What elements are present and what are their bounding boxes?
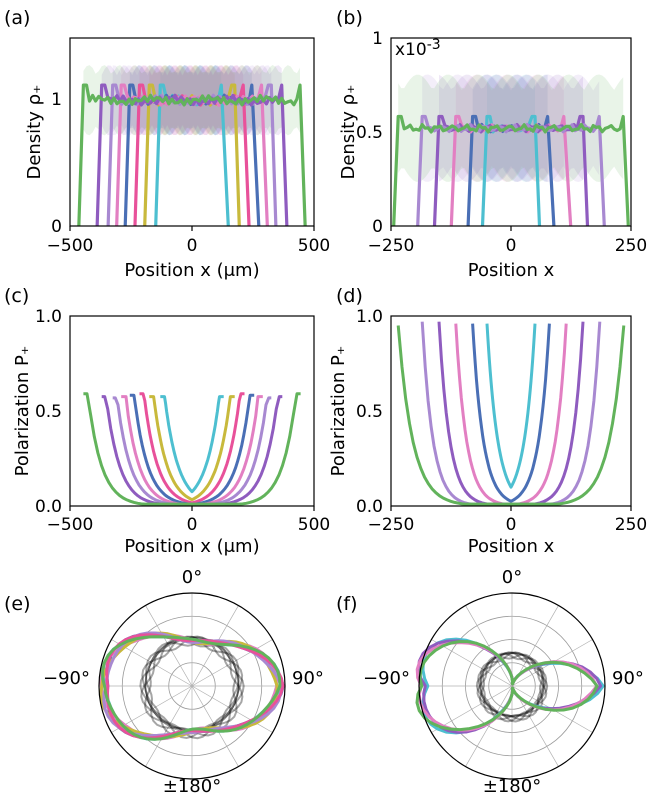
polar-grid-spoke-f-330 xyxy=(465,605,513,687)
series-line-b-5 xyxy=(392,114,630,227)
angle-label-f-right: 90° xyxy=(612,668,644,689)
y-axis-label-d: Polarization P₊ xyxy=(328,346,349,477)
polar-grid-spoke-e-30 xyxy=(191,605,239,687)
series-line-d-3 xyxy=(437,321,585,506)
panel-f: (f) 0° 90° −90° ±180° xyxy=(336,567,644,797)
x-tick-c-0: −500 xyxy=(47,515,94,535)
scale-exponent-b: -3 xyxy=(427,37,441,53)
angle-label-f-left: −90° xyxy=(363,668,410,689)
panel-label-d: (d) xyxy=(336,285,363,307)
series-line-d-4 xyxy=(420,321,602,506)
panel-c: (c) −500 0 500 0.0 0.5 1.0 Position x (μ… xyxy=(4,285,330,557)
polar-frame-e xyxy=(98,592,286,780)
panel-label-e: (e) xyxy=(4,593,31,615)
series-line-d-2 xyxy=(454,323,568,506)
angle-label-e-right: 90° xyxy=(292,668,324,689)
x-tick-c-1: 0 xyxy=(187,515,198,535)
panel-a: (a) −500 0 500 0 1 Position x (μm) Densi… xyxy=(4,7,330,281)
x-axis-label-c: Position x (μm) xyxy=(124,536,259,557)
y-axis-label-c: Polarization P₊ xyxy=(12,346,33,477)
scale-base-b: x10 xyxy=(395,40,427,60)
axes-frame-c xyxy=(69,315,315,507)
x-tick-d-0: −250 xyxy=(368,515,415,535)
x-axis-label-b: Position x xyxy=(468,260,555,281)
angle-label-e-left: −90° xyxy=(43,668,90,689)
plot-area-c xyxy=(69,392,315,511)
axes-frame-d xyxy=(390,315,632,507)
y-tick-c-0: 0.0 xyxy=(35,497,62,517)
plot-area-b xyxy=(390,74,632,231)
plot-area-d xyxy=(390,321,632,511)
polar-grid-spoke-f-210 xyxy=(465,685,513,767)
panel-d: (d) −250 0 250 0.0 0.5 1.0 Position x Po… xyxy=(328,285,647,557)
panel-label-a: (a) xyxy=(4,7,30,29)
gray-distribution-f-5 xyxy=(479,653,544,718)
x-axis-label-d: Position x xyxy=(468,536,555,557)
x-tick-a-1: 0 xyxy=(187,236,198,256)
panel-label-f: (f) xyxy=(336,593,358,615)
y-axis-label-a: Density ρ₊ xyxy=(24,84,45,179)
polar-series-f-3 xyxy=(415,640,599,732)
gray-distribution-f-3 xyxy=(476,651,545,721)
polar-grid-spoke-e-210 xyxy=(145,685,193,767)
polar-frame-f xyxy=(418,592,606,780)
x-tick-c-2: 500 xyxy=(298,515,330,535)
polar-plot-f xyxy=(415,592,606,780)
polar-grid-spoke-f-240 xyxy=(431,685,513,733)
x-tick-a-0: −500 xyxy=(47,236,94,256)
gray-distribution-f-4 xyxy=(479,652,545,718)
y-tick-d-1: 0.5 xyxy=(356,402,383,422)
polar-grid-spoke-e-60 xyxy=(191,639,273,687)
panel-b: (b) x10-3 −250 0 250 0 0.5 1 Position x … xyxy=(336,7,647,281)
y-tick-a-1: 1 xyxy=(51,90,62,110)
angle-label-f-bottom: ±180° xyxy=(483,776,541,797)
x-axis-label-a: Position x (μm) xyxy=(124,260,259,281)
y-tick-a-0: 0 xyxy=(51,217,62,237)
plot-area-a xyxy=(69,65,315,231)
x-tick-a-2: 500 xyxy=(298,236,330,256)
y-tick-d-2: 1.0 xyxy=(356,307,383,327)
polar-grid-spoke-e-330 xyxy=(145,605,193,687)
gray-distribution-f-2 xyxy=(475,651,548,723)
gray-distribution-f-1 xyxy=(477,651,549,723)
y-tick-b-0: 0 xyxy=(372,217,383,237)
angle-label-f-top: 0° xyxy=(502,567,522,588)
y-tick-b-1: 0.5 xyxy=(356,123,383,143)
polar-grid-spoke-f-300 xyxy=(431,639,513,687)
series-line-d-5 xyxy=(396,325,626,506)
polar-grid-spoke-e-150 xyxy=(191,685,239,767)
gray-distribution-f-0 xyxy=(479,651,548,721)
axes-frame-a xyxy=(69,37,315,227)
x-tick-d-1: 0 xyxy=(506,515,517,535)
series-line-d-1 xyxy=(471,323,551,503)
x-tick-d-2: 250 xyxy=(615,515,647,535)
panel-label-c: (c) xyxy=(4,285,29,307)
series-line-a-7 xyxy=(77,83,307,227)
gray-distribution-e-2 xyxy=(139,636,244,740)
y-tick-c-1: 0.5 xyxy=(35,402,62,422)
series-line-c-0 xyxy=(159,395,225,494)
y-axis-label-b: Density ρ₊ xyxy=(338,84,359,179)
series-line-d-0 xyxy=(485,323,537,489)
series-line-c-1 xyxy=(149,395,235,502)
scale-note-b: x10-3 xyxy=(395,37,441,60)
polar-plot-e xyxy=(98,592,286,780)
x-tick-b-0: −250 xyxy=(368,236,415,256)
series-line-c-7 xyxy=(83,392,301,506)
y-tick-c-2: 1.0 xyxy=(35,307,62,327)
x-tick-b-2: 250 xyxy=(615,236,647,256)
polar-series-e-6 xyxy=(101,635,282,741)
axes-frame-b xyxy=(390,37,632,227)
angle-label-e-bottom: ±180° xyxy=(163,776,221,797)
y-tick-b-2: 1 xyxy=(372,29,383,49)
panel-e: (e) 0° 90° −90° ±180° xyxy=(4,567,324,797)
angle-label-e-top: 0° xyxy=(182,567,202,588)
polar-grid-spoke-e-120 xyxy=(191,685,273,733)
gray-distribution-e-1 xyxy=(141,635,245,740)
panel-label-b: (b) xyxy=(336,7,363,29)
x-tick-b-1: 0 xyxy=(506,236,517,256)
y-tick-d-0: 0.0 xyxy=(356,497,383,517)
